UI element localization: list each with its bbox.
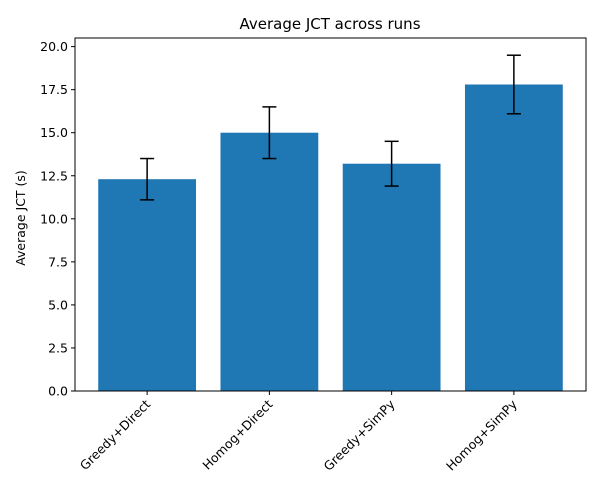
y-tick-label: 0.0 bbox=[48, 384, 68, 399]
x-axis-ticks: Greedy+Direct Homog+Direct Greedy+SimPy Hom… bbox=[77, 391, 520, 474]
y-axis-label: Average JCT (s) bbox=[13, 170, 28, 266]
bar bbox=[464, 84, 563, 392]
x-tick-label: Greedy+SimPy bbox=[320, 396, 398, 474]
x-tick-label: Homog+SimPy bbox=[443, 396, 520, 473]
y-axis-ticks: 0.0 2.5 5.0 7.5 10.0 12.5 15.0 17.5 20.0 bbox=[40, 39, 75, 399]
y-tick-label: 2.5 bbox=[48, 340, 68, 355]
plot-frame bbox=[74, 37, 587, 392]
chart-title: Average JCT across runs bbox=[239, 15, 420, 33]
y-tick-label: 20.0 bbox=[40, 39, 68, 54]
y-tick-label: 12.5 bbox=[40, 168, 68, 183]
y-tick-label: 5.0 bbox=[48, 297, 68, 312]
x-tick-label: Greedy+Direct bbox=[77, 396, 154, 473]
y-tick-label: 7.5 bbox=[48, 254, 68, 269]
error-bars-group bbox=[140, 54, 521, 201]
bar bbox=[220, 132, 319, 391]
bar bbox=[342, 163, 441, 391]
bar bbox=[98, 179, 197, 391]
y-tick-label: 10.0 bbox=[40, 211, 68, 226]
x-tick-label: Homog+Direct bbox=[199, 396, 275, 472]
bars-group bbox=[98, 84, 563, 392]
y-tick-label: 17.5 bbox=[40, 82, 68, 97]
y-tick-label: 15.0 bbox=[40, 125, 68, 140]
